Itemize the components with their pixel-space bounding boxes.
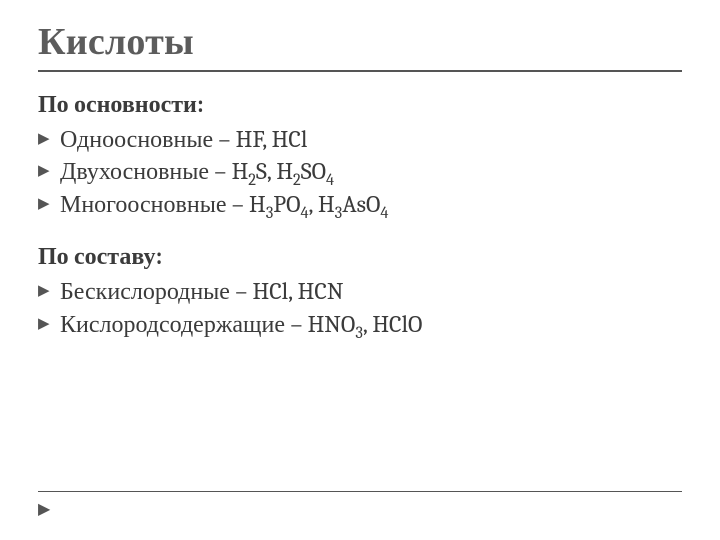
list-item-text: Бескислородные – HCl, HCN xyxy=(60,275,343,307)
title-divider xyxy=(38,70,682,72)
footer-divider xyxy=(38,491,682,492)
section-composition: По составу: ▶ Бескислородные – HCl, HCN … xyxy=(38,242,682,340)
bullet-list: ▶ Одноосновные – HF, HCl ▶ Двухосновные … xyxy=(38,123,682,220)
section-heading: По основности: xyxy=(38,90,682,119)
page-title: Кислоты xyxy=(38,20,682,64)
slide: Кислоты По основности: ▶ Одноосновные – … xyxy=(0,0,720,540)
footer-icon: ▶ xyxy=(38,499,50,518)
list-item: ▶ Одноосновные – HF, HCl xyxy=(38,123,682,155)
bullet-icon: ▶ xyxy=(38,280,60,300)
bullet-icon: ▶ xyxy=(38,128,60,148)
bullet-list: ▶ Бескислородные – HCl, HCN ▶ Кислородсо… xyxy=(38,275,682,340)
list-item: ▶ Двухосновные – H2S, H2SO4 xyxy=(38,155,682,187)
bullet-icon: ▶ xyxy=(38,313,60,333)
list-item-text: Двухосновные – H2S, H2SO4 xyxy=(60,155,334,187)
list-item-text: Одноосновные – HF, HCl xyxy=(60,123,307,155)
list-item: ▶ Кислородсодержащие – HNO3, HClO xyxy=(38,308,682,340)
list-item-text: Кислородсодержащие – HNO3, HClO xyxy=(60,308,422,340)
list-item-text: Многоосновные – H3PO4, H3AsO4 xyxy=(60,188,388,220)
section-heading: По составу: xyxy=(38,242,682,271)
list-item: ▶ Многоосновные – H3PO4, H3AsO4 xyxy=(38,188,682,220)
section-basicity: По основности: ▶ Одноосновные – HF, HCl … xyxy=(38,90,682,220)
bullet-icon: ▶ xyxy=(38,160,60,180)
bullet-icon: ▶ xyxy=(38,193,60,213)
list-item: ▶ Бескислородные – HCl, HCN xyxy=(38,275,682,307)
